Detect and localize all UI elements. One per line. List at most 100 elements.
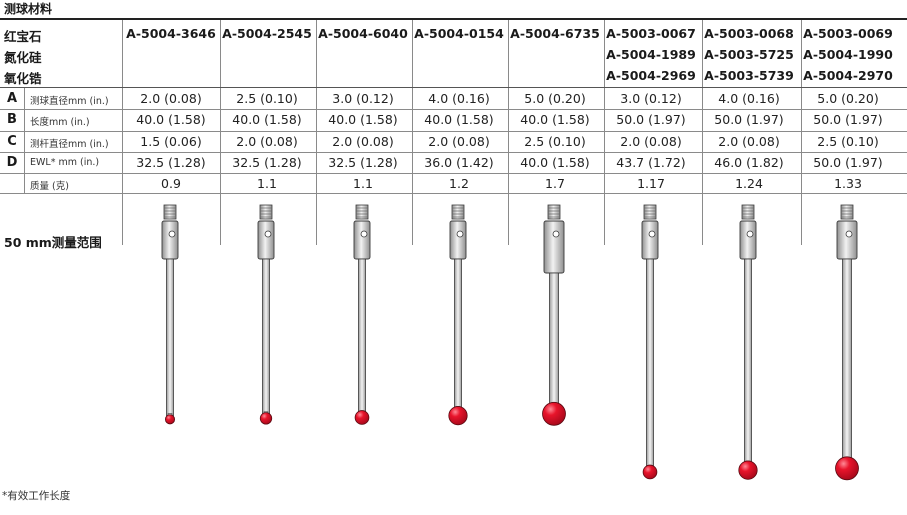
- table-cell: 50.0 (1.97): [616, 112, 686, 127]
- probe-stem: [358, 258, 366, 413]
- probe-stem: [166, 258, 174, 417]
- part-number: A-5003-0067: [606, 26, 696, 41]
- footnote: *有效工作长度: [2, 490, 71, 502]
- table-cell: 2.5 (0.10): [524, 134, 586, 149]
- part-number: A-5004-0154: [414, 26, 504, 41]
- table-cell: 1.5 (0.06): [140, 134, 202, 149]
- probe-cross-hole: [552, 230, 560, 238]
- grid-line-h: [0, 173, 907, 174]
- probe-ball: [164, 414, 175, 425]
- probe-ball: [642, 464, 658, 480]
- table-cell: 1.17: [637, 176, 665, 191]
- table-cell: 2.0 (0.08): [236, 134, 298, 149]
- grid-line-v: [122, 20, 123, 245]
- probe-cross-hole: [746, 230, 754, 238]
- table-cell: 40.0 (1.58): [232, 112, 302, 127]
- probe-cross-hole: [168, 230, 176, 238]
- table-cell: 2.0 (0.08): [332, 134, 394, 149]
- material-silicon-nitride: 氮化硅: [4, 50, 42, 65]
- part-number: A-5004-6040: [318, 26, 408, 41]
- header-rule: [0, 18, 907, 20]
- table-cell: 2.0 (0.08): [428, 134, 490, 149]
- table-cell: 40.0 (1.58): [520, 112, 590, 127]
- row-key: C: [7, 134, 17, 149]
- table-cell: 1.2: [449, 176, 469, 191]
- probe-cross-hole: [456, 230, 464, 238]
- probe-stem: [646, 258, 654, 467]
- grid-line-h: [0, 109, 907, 110]
- probe-body: [739, 220, 757, 260]
- part-number: A-5003-0069: [803, 26, 893, 41]
- probe-ball: [259, 412, 273, 425]
- probe-thread: [259, 204, 273, 220]
- table-cell: 40.0 (1.58): [136, 112, 206, 127]
- probe-cross-hole: [360, 230, 368, 238]
- probe-ball: [835, 456, 859, 481]
- table-cell: 40.0 (1.58): [424, 112, 494, 127]
- row-label: 测球直径mm (in.): [30, 96, 109, 107]
- part-number: A-5004-1990: [803, 47, 893, 62]
- table-cell: 32.5 (1.28): [328, 155, 398, 170]
- probe-stem: [262, 258, 270, 415]
- table-cell: 1.1: [257, 176, 277, 191]
- probe-cross-hole: [648, 230, 656, 238]
- probe-stem: [454, 258, 462, 409]
- range-label: 50 mm测量范围: [4, 235, 102, 250]
- probe-cross-hole: [845, 230, 853, 238]
- row-label: 测杆直径mm (in.): [30, 139, 109, 150]
- part-number: A-5004-1989: [606, 47, 696, 62]
- table-cell: 2.0 (0.08): [140, 91, 202, 106]
- grid-line-v: [508, 20, 509, 245]
- probe-body: [449, 220, 467, 260]
- part-number: A-5004-6735: [510, 26, 600, 41]
- probe-body: [353, 220, 371, 260]
- table-cell: 1.33: [834, 176, 862, 191]
- table-cell: 32.5 (1.28): [232, 155, 302, 170]
- row-key: D: [6, 155, 18, 170]
- table-cell: 2.0 (0.08): [620, 134, 682, 149]
- material-zirconia: 氧化锆: [4, 71, 42, 86]
- part-number: A-5003-5739: [704, 68, 794, 83]
- grid-line-h: [0, 193, 907, 194]
- probe-body: [543, 220, 565, 274]
- table-cell: 50.0 (1.97): [813, 112, 883, 127]
- grid-line-v: [220, 20, 221, 245]
- row-key: B: [7, 112, 17, 127]
- table-cell: 3.0 (0.12): [332, 91, 394, 106]
- probe-body: [836, 220, 858, 260]
- row-label: 长度mm (in.): [30, 117, 90, 128]
- grid-line-v: [412, 20, 413, 245]
- table-cell: 46.0 (1.82): [714, 155, 784, 170]
- row-key: A: [6, 91, 18, 106]
- probe-thread: [451, 204, 465, 220]
- probe-cross-hole: [264, 230, 272, 238]
- probe-ball: [354, 410, 370, 425]
- part-number: A-5004-2970: [803, 68, 893, 83]
- table-cell: 5.0 (0.20): [524, 91, 586, 106]
- grid-line-v: [604, 20, 605, 245]
- probe-ball: [738, 460, 758, 480]
- probe-stem: [549, 272, 559, 406]
- part-number: A-5003-0068: [704, 26, 794, 41]
- table-cell: 4.0 (0.16): [428, 91, 490, 106]
- table-cell: 2.5 (0.10): [236, 91, 298, 106]
- grid-line-v: [316, 20, 317, 245]
- probe-stem: [744, 258, 752, 464]
- table-cell: 1.24: [735, 176, 763, 191]
- probe-body: [641, 220, 659, 260]
- part-number: A-5004-3646: [126, 26, 216, 41]
- table-cell: 32.5 (1.28): [136, 155, 206, 170]
- table-cell: 40.0 (1.58): [520, 155, 590, 170]
- table-cell: 2.5 (0.10): [817, 134, 879, 149]
- probe-thread: [547, 204, 561, 220]
- grid-line-v: [702, 20, 703, 245]
- table-cell: 0.9: [161, 176, 181, 191]
- table-cell: 4.0 (0.16): [718, 91, 780, 106]
- row-label: 质量 (克): [30, 181, 69, 192]
- part-number: A-5004-2969: [606, 68, 696, 83]
- grid-line-v: [801, 20, 802, 245]
- probe-thread: [840, 204, 854, 220]
- grid-line-v: [24, 88, 25, 193]
- grid-line-h: [0, 131, 907, 132]
- part-number: A-5004-2545: [222, 26, 312, 41]
